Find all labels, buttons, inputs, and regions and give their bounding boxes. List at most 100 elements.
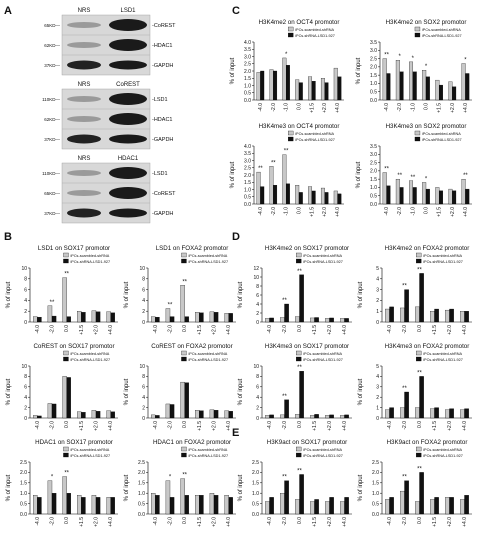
bar [311,81,316,101]
bar [280,414,285,419]
y-tick-label: 1.5 [370,177,377,183]
significance: ** [397,173,402,179]
band [67,22,101,28]
x-tick-label: 0.0 [64,517,70,524]
significance: ** [297,365,302,371]
legend-swatch [416,452,422,458]
y-tick-label: 1.0 [244,83,251,89]
bar [66,493,71,515]
bar [415,407,420,419]
significance: ** [282,298,287,304]
chart-title: H3K4me3 on FOXA2 promotor [385,343,470,350]
bar [269,317,274,323]
significance: ** [384,167,389,173]
bar [224,313,229,323]
bar [265,501,270,515]
bar [33,495,38,515]
bar [284,399,289,419]
bar [256,72,261,101]
bar [298,192,303,205]
significance: ** [417,466,422,472]
x-tick-label: +2.0 [212,325,218,335]
legend-label: iPCs-scambled-shRNA [423,254,462,258]
molecular-weight: 110KD— [42,97,60,102]
x-tick-label: +2.0 [212,517,218,527]
y-tick-label: 0.5 [252,501,259,507]
bar [340,501,345,515]
y-tick-label: 6 [256,385,259,391]
bar [280,493,285,515]
y-tick-label: 2 [142,309,145,315]
y-tick-label: 1.0 [370,185,377,191]
bar [310,501,315,515]
bar [314,499,319,515]
y-tick-label: 3.0 [370,152,377,158]
bar [409,180,414,205]
bar [412,187,417,205]
legend-swatch [296,252,302,258]
legend-label: iPCs-shRNA-LSD1-927 [303,260,343,264]
y-tick-label: 4 [24,298,27,304]
x-tick-label: +2.0 [450,103,456,113]
bar [199,410,204,419]
x-tick-label: 0.0 [297,103,303,110]
x-tick-label: -2.0 [271,103,277,112]
bar [184,316,189,323]
x-tick-label: +4.0 [226,517,232,527]
bar [460,499,465,515]
bar [155,415,160,419]
bar [422,70,427,101]
y-tick-label: 1.5 [244,180,251,186]
x-tick-label: +4.0 [462,517,468,527]
panel-label: D [232,231,240,243]
bar [282,57,287,101]
chart-title: HDAC1 on SOX17 promotor [35,439,113,446]
bar [280,317,285,323]
y-tick-label: 3.0 [244,54,251,60]
x-tick-label: -4.0 [35,517,41,526]
bar [445,409,450,419]
bar [299,371,304,419]
bar [325,318,330,323]
legend-label: iPCs-scambled-shRNA [70,448,109,452]
bar [324,192,329,205]
significance: * [425,64,428,70]
bar [448,188,453,205]
bar [228,411,233,419]
bar [434,497,439,515]
bar [333,67,338,101]
legend-label: iPCs-scambled-shRNA [188,254,227,258]
y-tick-label: 8 [142,277,145,283]
bar [66,377,71,419]
significance: ** [297,468,302,474]
bar [169,404,175,419]
significance: ** [182,279,187,285]
bar [435,187,440,205]
bar [110,497,115,515]
legend-swatch [63,258,69,264]
x-tick-label: -2.0 [282,421,288,430]
bar [434,407,439,419]
x-tick-label: -2.0 [168,325,174,334]
x-tick-label: +1.5 [197,325,203,335]
x-tick-label: +2.0 [447,325,453,335]
bar [308,76,313,101]
legend-swatch [181,452,187,458]
x-tick-label: 0.0 [417,421,423,428]
y-tick-label: 4.0 [244,144,251,150]
bar [273,184,278,205]
bar [285,183,290,205]
y-tick-label: 1.0 [370,81,377,87]
x-tick-label: +1.5 [309,103,315,113]
x-tick-label: +4.0 [108,517,114,527]
x-tick-label: +1.5 [197,517,203,527]
y-tick-label: 6 [256,293,259,299]
bar [386,73,391,101]
x-tick-label: +2.0 [94,421,100,431]
x-tick-label: 0.0 [417,325,423,332]
y-tick-label: 8 [256,374,259,380]
legend-swatch [296,452,302,458]
legend-label: iPCs-shRNA-LSD1-927 [70,358,110,362]
x-tick-label: +4.0 [463,207,469,217]
bar [66,316,71,323]
